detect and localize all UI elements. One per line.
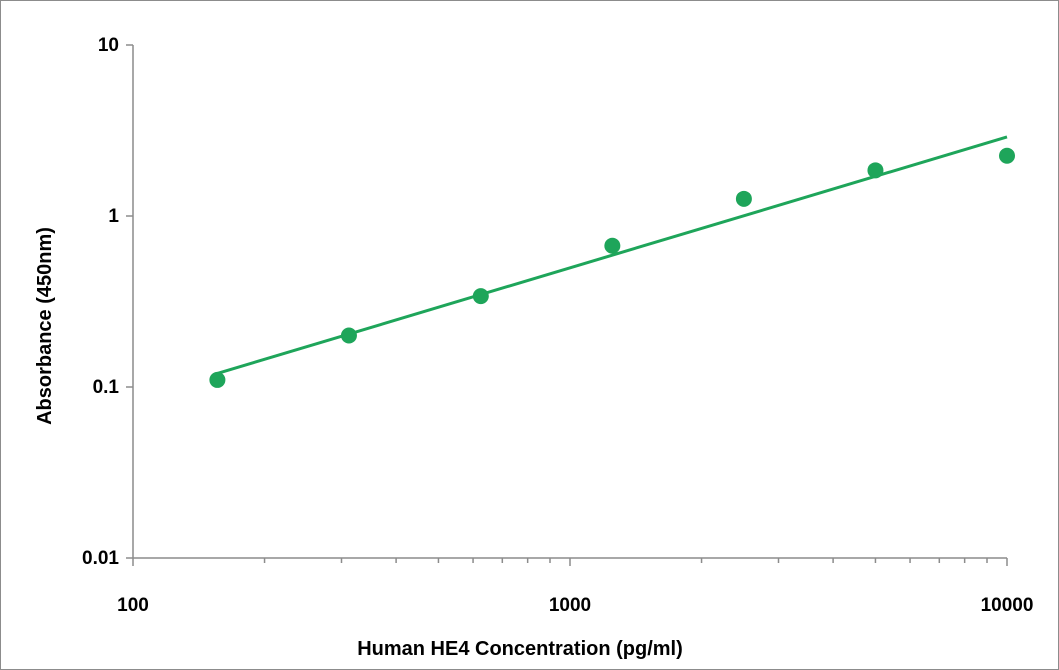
y-tick-label: 10 — [98, 35, 119, 56]
y-tick-label: 0.1 — [93, 377, 120, 398]
ticks — [126, 44, 1008, 566]
data-point — [340, 327, 357, 344]
y-axis-title: Absorbance (450nm) — [34, 227, 56, 425]
x-tick-label: 10000 — [981, 595, 1034, 616]
data-point — [999, 147, 1015, 164]
x-axis-title: Human HE4 Concentration (pg/ml) — [357, 638, 683, 660]
trendline-group — [216, 135, 1008, 375]
axes — [132, 45, 1007, 559]
x-tick-label: 1000 — [549, 595, 591, 616]
y-tick-label: 0.01 — [82, 548, 119, 569]
y-tick-label: 1 — [108, 206, 119, 227]
tick-labels: 100 1000 10000 0.01 0.1 1 10 — [82, 35, 1033, 616]
x-tick-label: 100 — [117, 595, 149, 616]
data-point — [735, 190, 752, 207]
data-point — [472, 288, 489, 305]
data-point — [209, 371, 226, 388]
data-point — [604, 237, 621, 254]
data-points — [209, 147, 1015, 388]
data-point — [867, 162, 884, 179]
trendline — [216, 135, 1008, 375]
